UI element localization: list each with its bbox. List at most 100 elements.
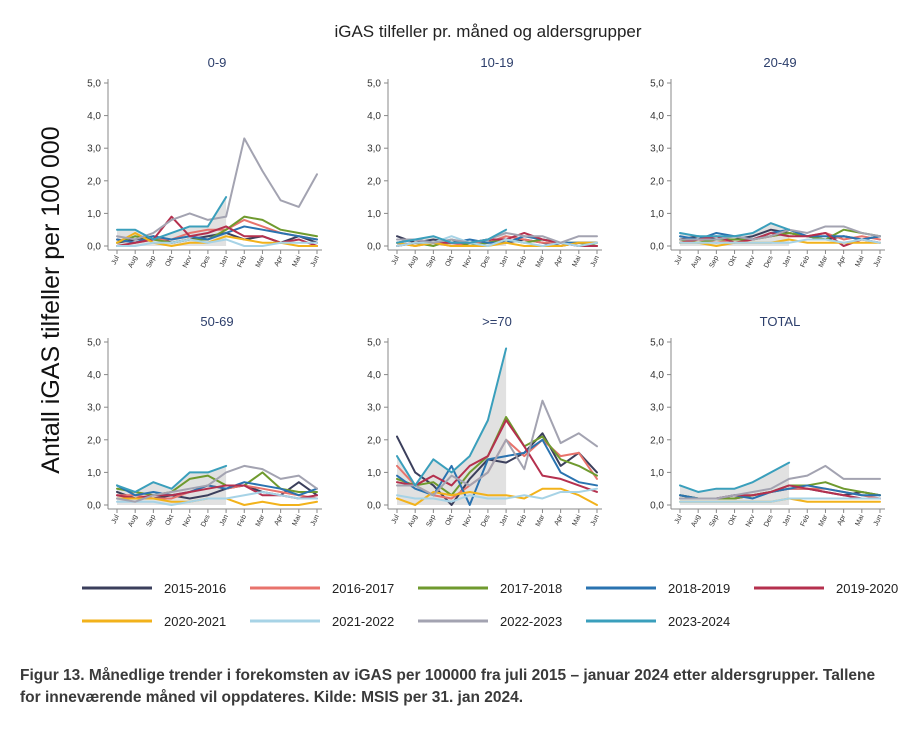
legend-item: 2019-2020 [754,581,898,596]
panel-6: TOTAL 0,0 1,0 2,0 3,0 4,0 5,0 Jul Aug Sep Okt Nov De… [650,314,885,528]
x-tick-label: Mar [535,513,547,527]
x-tick-label: Jun [873,514,884,527]
y-tick-label: 4,0 [367,370,381,381]
y-tick-label: 1,0 [87,209,101,220]
panel-title: TOTAL [760,314,801,329]
x-tick-label: Jul [391,513,401,524]
y-tick-label: 3,0 [87,403,101,414]
x-tick-label: Sep [426,514,438,528]
y-tick-label: 5,0 [650,79,664,90]
panels-group: 0-9 0,0 1,0 2,0 3,0 4,0 5,0 Jul Aug Sep Okt Nov Des J… [87,55,885,528]
series-line [396,231,598,244]
y-tick-label: 3,0 [367,144,381,155]
series-line [679,228,881,241]
y-tick-label: 3,0 [650,403,664,414]
x-tick-label: Feb [517,514,528,528]
legend-label: 2019-2020 [836,581,898,596]
x-tick-label: Des [200,254,212,269]
x-tick-label: Jul [111,254,121,265]
legend-item: 2017-2018 [418,581,562,596]
x-tick-label: Jun [873,255,884,268]
x-tick-label: Mai [855,254,866,268]
y-tick-label: 2,0 [650,176,664,187]
series-line [116,490,318,506]
series-line [679,222,791,238]
series-line [396,347,508,487]
y-tick-label: 5,0 [367,79,381,90]
panel-1: 0-9 0,0 1,0 2,0 3,0 4,0 5,0 Jul Aug Sep Okt Nov Des J… [87,55,322,269]
legend-item: 2023-2024 [586,614,730,629]
x-tick-label: Jun [310,514,321,527]
y-tick-label: 0,0 [367,501,381,512]
series-line [679,238,881,244]
y-tick-label: 3,0 [367,403,381,414]
legend-item: 2018-2019 [586,581,730,596]
y-tick-label: 2,0 [87,176,101,187]
y-tick-label: 4,0 [650,370,664,381]
y-tick-label: 5,0 [650,338,664,349]
panel-4: 50-69 0,0 1,0 2,0 3,0 4,0 5,0 Jul Aug Sep Okt Nov De… [87,314,322,528]
x-tick-label: Apr [273,254,284,267]
y-tick-label: 0,0 [650,501,664,512]
x-tick-label: Mai [292,513,303,527]
y-tick-label: 3,0 [650,144,664,155]
x-tick-label: Aug [127,514,139,528]
x-tick-label: Des [480,254,492,269]
x-tick-label: Jan [219,255,230,268]
panel-2: 10-19 0,0 1,0 2,0 3,0 4,0 5,0 Jul Aug Sep Okt Nov De… [367,55,602,269]
figure-canvas: iGAS tilfeller pr. måned og aldersgruppe… [37,22,898,629]
y-axis-label: Antall iGAS tilfeller per 100 000 [37,126,65,473]
legend-item: 2021-2022 [250,614,394,629]
y-tick-label: 1,0 [650,468,664,479]
x-tick-label: Feb [800,255,811,269]
x-tick-label: Mar [818,513,830,527]
y-tick-label: 4,0 [650,111,664,122]
y-tick-label: 0,0 [87,501,101,512]
x-tick-label: Okt [444,514,455,527]
x-tick-label: Okt [727,255,738,268]
y-tick-label: 4,0 [87,111,101,122]
legend-item: 2022-2023 [418,614,562,629]
x-tick-label: Apr [553,254,564,267]
y-tick-label: 1,0 [367,468,381,479]
legend-label: 2017-2018 [500,581,562,596]
x-tick-label: Nov [182,513,194,528]
y-tick-label: 5,0 [87,79,101,90]
x-tick-label: Nov [462,513,474,528]
x-tick-label: Aug [407,514,419,528]
x-tick-label: Apr [836,254,847,267]
x-tick-label: Feb [237,255,248,269]
y-tick-label: 2,0 [367,176,381,187]
x-tick-label: Mai [572,254,583,268]
x-tick-label: Mar [255,513,267,527]
y-tick-label: 1,0 [87,468,101,479]
x-tick-label: Des [480,513,492,528]
x-tick-label: Mar [255,254,267,268]
series-line [679,497,881,503]
x-tick-label: Sep [426,255,438,269]
series-line [396,228,508,244]
y-tick-label: 5,0 [87,338,101,349]
x-tick-label: Sep [146,514,158,528]
x-tick-label: Mar [818,254,830,268]
x-tick-label: Jan [499,514,510,527]
x-tick-label: Aug [690,514,702,528]
x-tick-label: Sep [709,514,721,528]
x-tick-label: Okt [727,514,738,527]
y-tick-label: 4,0 [367,111,381,122]
x-tick-label: Jul [674,254,684,265]
x-tick-label: Okt [444,255,455,268]
x-tick-label: Jul [674,513,684,524]
x-tick-label: Feb [237,514,248,528]
x-tick-label: Nov [182,254,194,269]
x-tick-label: Aug [407,255,419,269]
y-tick-label: 0,0 [87,242,101,253]
x-tick-label: Des [763,513,775,528]
x-tick-label: Jul [111,513,121,524]
legend-item: 2020-2021 [82,614,226,629]
panel-5: >=70 0,0 1,0 2,0 3,0 4,0 5,0 Jul Aug Sep Okt Nov Des… [367,314,602,528]
x-tick-label: Aug [127,255,139,269]
series-line [679,461,791,493]
x-tick-label: Jul [391,254,401,265]
x-tick-label: Mar [535,254,547,268]
